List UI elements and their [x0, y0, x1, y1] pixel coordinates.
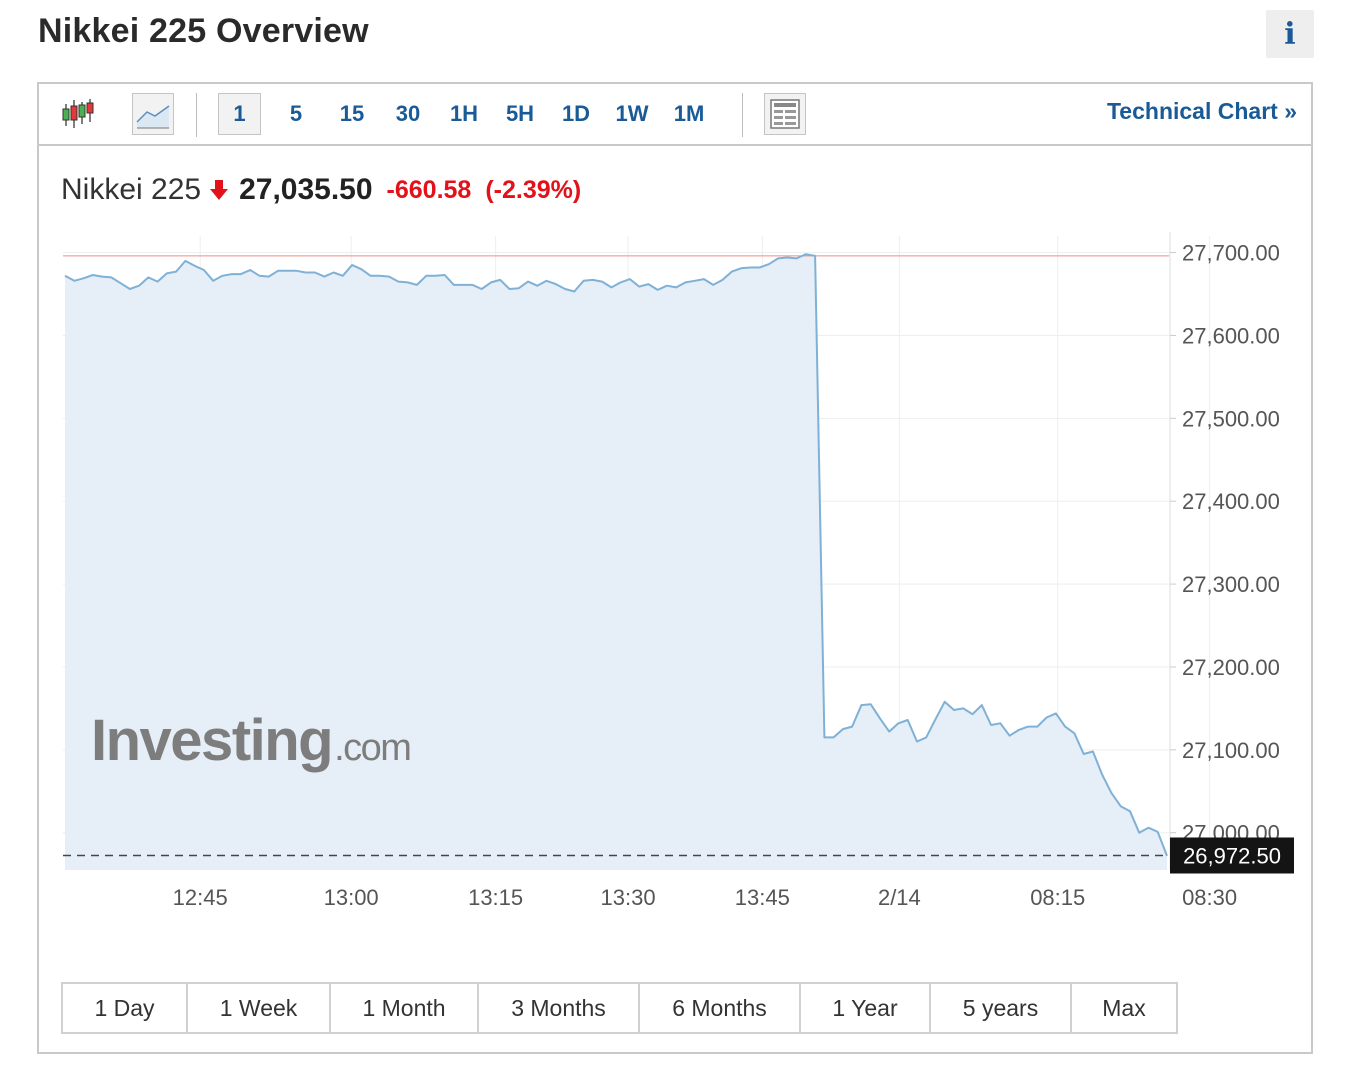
info-button[interactable]: i [1266, 10, 1314, 58]
range-max[interactable]: Max [1072, 984, 1176, 1032]
range-selector: 1 Day 1 Week 1 Month 3 Months 6 Months 1… [61, 982, 1178, 1034]
instrument-name: Nikkei 225 [61, 173, 202, 206]
interval-5h[interactable]: 5H [505, 101, 535, 126]
chart-toolbar: 1 5 15 30 1H 5H 1D 1W 1M Technical Chart… [39, 84, 1311, 146]
y-tick-label: 27,100.00 [1182, 738, 1280, 763]
x-tick-label: 13:30 [601, 885, 656, 910]
x-tick-label: 13:00 [324, 885, 379, 910]
quote-summary: Nikkei 225 27,035.50 -660.58 (-2.39%) [61, 170, 581, 210]
price-chart[interactable]: Investing.com 27,700.00 27,600.00 27,500.0… [39, 84, 1311, 964]
series-area [65, 254, 1167, 870]
last-price: 27,035.50 [239, 173, 373, 206]
x-tick-label: 13:45 [735, 885, 790, 910]
series-line [64, 253, 1168, 857]
last-price-badge [1170, 837, 1294, 874]
y-tick-label: 27,500.00 [1182, 406, 1280, 431]
price-change-percent: (-2.39%) [485, 175, 582, 204]
interval-5[interactable]: 5 [289, 101, 303, 126]
line-chart-icon[interactable] [132, 93, 174, 135]
price-change: -660.58 [386, 175, 472, 204]
interval-30[interactable]: 30 [395, 101, 421, 126]
interval-15[interactable]: 15 [339, 101, 365, 126]
chart-panel: 1 5 15 30 1H 5H 1D 1W 1M Technical Chart… [37, 82, 1313, 1054]
x-tick-label: 08:30 [1182, 885, 1237, 910]
x-tick-label: 08:15 [1030, 885, 1085, 910]
toolbar-divider [742, 93, 743, 137]
technical-chart-link[interactable]: Technical Chart » [1106, 98, 1297, 124]
interval-1w[interactable]: 1W [615, 101, 649, 126]
y-tick-label: 27,200.00 [1182, 655, 1280, 680]
toolbar-divider [196, 93, 197, 137]
interval-1m[interactable]: 1M [673, 101, 705, 126]
interval-1h[interactable]: 1H [449, 101, 479, 126]
range-6-months[interactable]: 6 Months [640, 984, 801, 1032]
candlestick-chart-icon[interactable] [57, 93, 99, 135]
arrow-down-icon [209, 179, 229, 201]
last-price-label: 26,972.50 [1183, 843, 1281, 868]
range-5-years[interactable]: 5 years [931, 984, 1072, 1032]
page-title: Nikkei 225 Overview [38, 12, 369, 50]
y-tick-label: 27,400.00 [1182, 489, 1280, 514]
range-1-year[interactable]: 1 Year [801, 984, 931, 1032]
table-view-icon[interactable] [764, 93, 806, 135]
range-1-day[interactable]: 1 Day [63, 984, 188, 1032]
range-1-week[interactable]: 1 Week [188, 984, 331, 1032]
range-3-months[interactable]: 3 Months [479, 984, 640, 1032]
y-tick-label: 27,600.00 [1182, 323, 1280, 348]
watermark-logo: Investing.com [91, 708, 410, 773]
range-1-month[interactable]: 1 Month [331, 984, 479, 1032]
x-tick-label: 12:45 [173, 885, 228, 910]
x-tick-label: 2/14 [878, 885, 921, 910]
interval-1[interactable]: 1 [218, 93, 261, 135]
y-tick-label: 27,300.00 [1182, 572, 1280, 597]
y-tick-label: 27,700.00 [1182, 241, 1280, 266]
x-tick-label: 13:15 [468, 885, 523, 910]
interval-1d[interactable]: 1D [561, 101, 591, 126]
